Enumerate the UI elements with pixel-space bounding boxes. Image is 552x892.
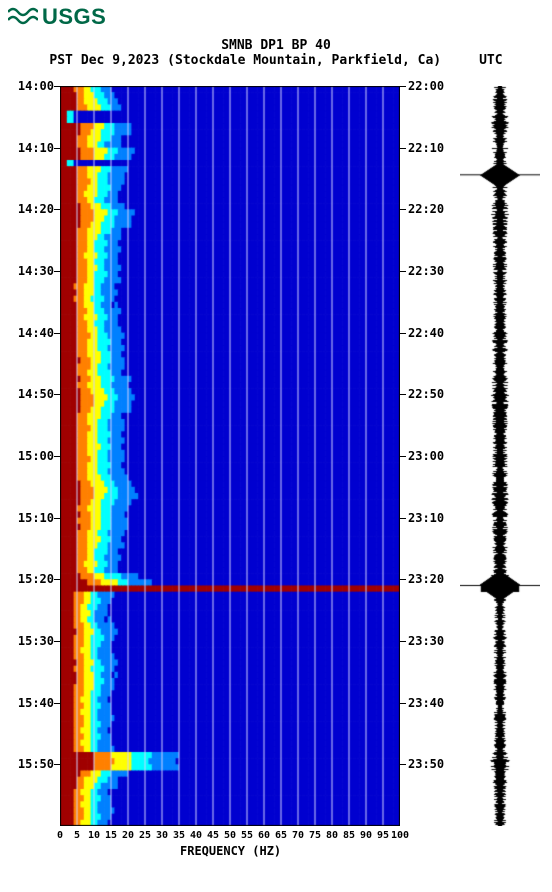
right-tick-mark xyxy=(400,764,406,765)
x-tick: 85 xyxy=(343,830,355,841)
right-tick-mark xyxy=(400,148,406,149)
x-tick: 95 xyxy=(377,830,389,841)
right-tick-mark xyxy=(400,271,406,272)
left-time-tick: 15:50 xyxy=(18,757,54,771)
pst-label: PST xyxy=(33,53,73,68)
right-tick-mark xyxy=(400,333,406,334)
x-tick: 35 xyxy=(173,830,185,841)
x-tick: 30 xyxy=(156,830,168,841)
wave-icon xyxy=(8,6,38,28)
left-time-tick: 14:10 xyxy=(18,141,54,155)
x-tick: 45 xyxy=(207,830,219,841)
right-time-tick: 23:20 xyxy=(408,572,444,586)
title-line2: PST Dec 9,2023 (Stockdale Mountain, Park… xyxy=(0,53,552,68)
left-time-tick: 14:20 xyxy=(18,202,54,216)
left-time-tick: 15:40 xyxy=(18,696,54,710)
left-tick-mark xyxy=(54,148,60,149)
x-tick: 25 xyxy=(139,830,151,841)
right-time-tick: 22:10 xyxy=(408,141,444,155)
left-time-tick: 15:20 xyxy=(18,572,54,586)
x-tick: 90 xyxy=(360,830,372,841)
right-time-tick: 22:50 xyxy=(408,387,444,401)
left-time-tick: 15:00 xyxy=(18,449,54,463)
right-time-tick: 23:10 xyxy=(408,511,444,525)
left-time-tick: 14:00 xyxy=(18,79,54,93)
station-label: (Stockdale Mountain, Parkfield, Ca) xyxy=(167,53,441,68)
right-time-tick: 23:30 xyxy=(408,634,444,648)
right-tick-mark xyxy=(400,394,406,395)
x-tick: 50 xyxy=(224,830,236,841)
left-tick-mark xyxy=(54,394,60,395)
x-tick: 40 xyxy=(190,830,202,841)
left-tick-mark xyxy=(54,703,60,704)
right-tick-mark xyxy=(400,518,406,519)
right-tick-mark xyxy=(400,579,406,580)
left-time-tick: 14:40 xyxy=(18,326,54,340)
left-tick-mark xyxy=(54,641,60,642)
x-tick: 5 xyxy=(74,830,80,841)
spectrogram-canvas xyxy=(60,86,400,826)
x-tick: 80 xyxy=(326,830,338,841)
right-tick-mark xyxy=(400,456,406,457)
x-tick: 20 xyxy=(122,830,134,841)
right-tick-mark xyxy=(400,641,406,642)
x-tick: 100 xyxy=(391,830,409,841)
date-label: Dec 9,2023 xyxy=(81,53,159,68)
right-time-tick: 23:50 xyxy=(408,757,444,771)
right-time-tick: 23:40 xyxy=(408,696,444,710)
right-time-tick: 23:00 xyxy=(408,449,444,463)
x-tick: 75 xyxy=(309,830,321,841)
right-tick-mark xyxy=(400,86,406,87)
left-time-tick: 14:30 xyxy=(18,264,54,278)
waveform-canvas xyxy=(460,86,540,826)
left-time-tick: 15:10 xyxy=(18,511,54,525)
left-tick-mark xyxy=(54,456,60,457)
left-tick-mark xyxy=(54,86,60,87)
left-time-tick: 15:30 xyxy=(18,634,54,648)
right-time-tick: 22:30 xyxy=(408,264,444,278)
left-time-tick: 14:50 xyxy=(18,387,54,401)
left-tick-mark xyxy=(54,764,60,765)
usgs-logo: USGS xyxy=(8,4,106,30)
x-tick: 15 xyxy=(105,830,117,841)
x-tick: 10 xyxy=(88,830,100,841)
x-tick: 65 xyxy=(275,830,287,841)
spectrogram-plot xyxy=(60,86,400,826)
right-tick-mark xyxy=(400,209,406,210)
chart-title: SMNB DP1 BP 40 PST Dec 9,2023 (Stockdale… xyxy=(0,38,552,68)
left-tick-mark xyxy=(54,209,60,210)
x-axis-title: FREQUENCY (HZ) xyxy=(180,844,281,858)
title-line1: SMNB DP1 BP 40 xyxy=(0,38,552,53)
right-time-tick: 22:00 xyxy=(408,79,444,93)
utc-label: UTC xyxy=(449,53,519,68)
logo-text: USGS xyxy=(42,4,106,30)
right-time-tick: 22:20 xyxy=(408,202,444,216)
right-tick-mark xyxy=(400,703,406,704)
x-tick: 0 xyxy=(57,830,63,841)
left-tick-mark xyxy=(54,271,60,272)
left-tick-mark xyxy=(54,518,60,519)
x-tick: 70 xyxy=(292,830,304,841)
x-tick: 55 xyxy=(241,830,253,841)
left-tick-mark xyxy=(54,333,60,334)
left-tick-mark xyxy=(54,579,60,580)
x-tick: 60 xyxy=(258,830,270,841)
right-time-tick: 22:40 xyxy=(408,326,444,340)
waveform-plot xyxy=(460,86,540,826)
